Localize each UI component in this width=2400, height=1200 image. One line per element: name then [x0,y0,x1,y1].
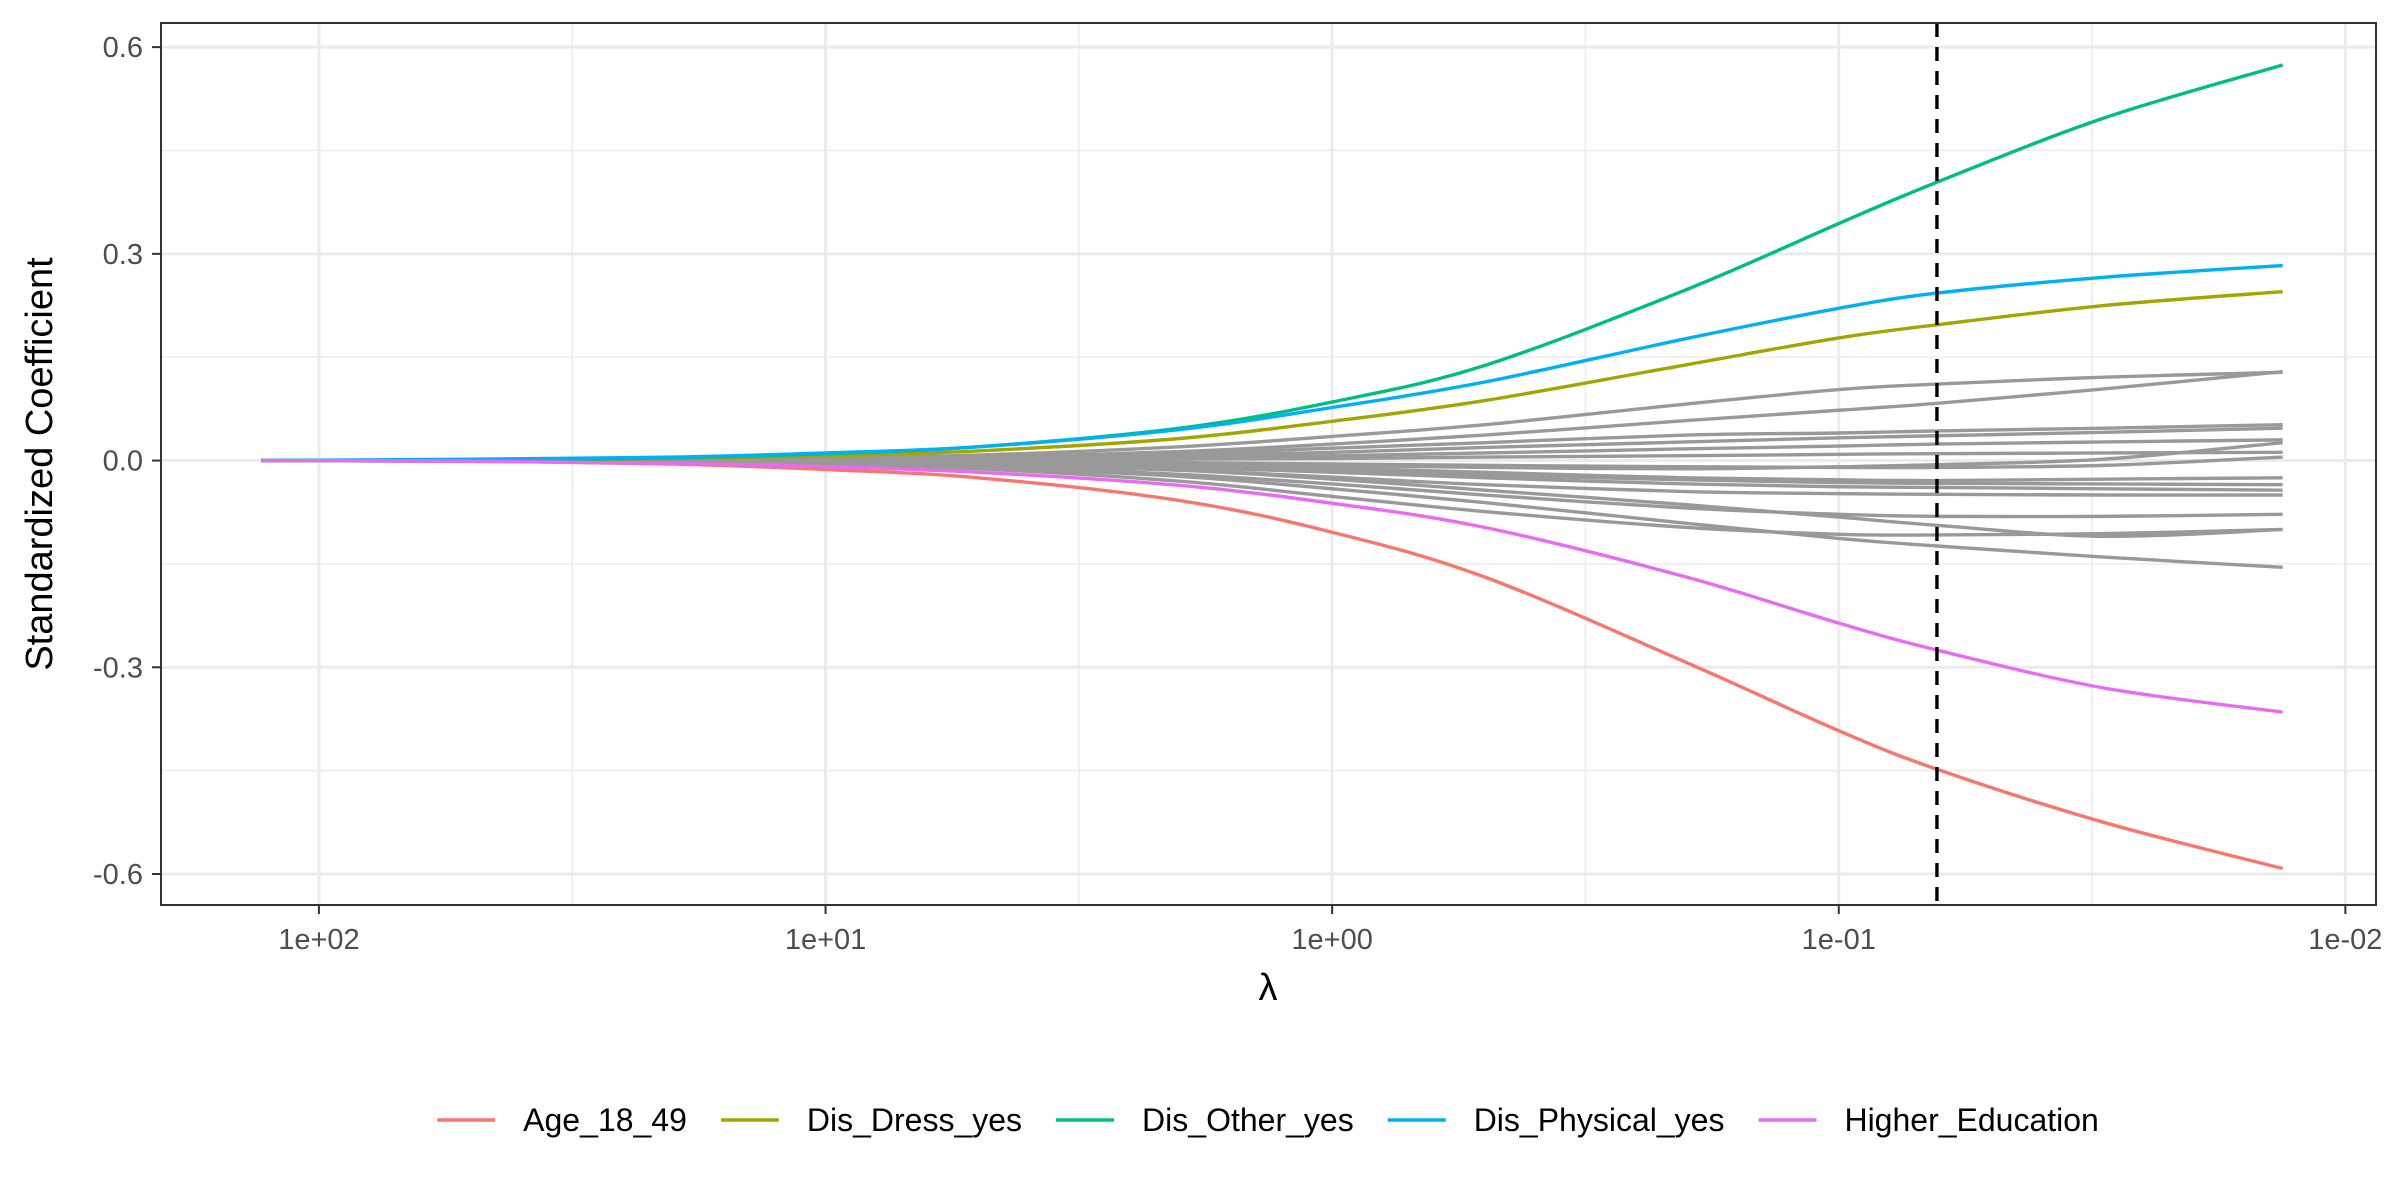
legend: Age_18_49 Dis_Dress_yes Dis_Other_yes Dis_P… [437,1102,2099,1138]
y-axis-title: Standardized Coefficient [19,257,61,671]
x-tick-label: 1e+01 [785,924,866,956]
y-axis-ticks: 0.6 0.3 0.0 -0.3 -0.6 [93,32,161,891]
y-tick-label: -0.6 [93,859,143,891]
x-tick-label: 1e-01 [1802,924,1876,956]
legend-label-age-18-49: Age_18_49 [523,1102,687,1138]
x-axis-title: λ [1259,967,1278,1009]
x-tick-label: 1e+02 [278,924,359,956]
legend-label-dis-dress-yes: Dis_Dress_yes [807,1102,1022,1138]
x-tick-label: 1e-02 [2308,924,2382,956]
x-axis-ticks: 1e+02 1e+01 1e+00 1e-01 1e-02 [278,905,2382,956]
legend-label-dis-other-yes: Dis_Other_yes [1142,1102,1354,1138]
x-tick-label: 1e+00 [1291,924,1372,956]
y-tick-label: -0.3 [93,652,143,684]
legend-label-higher-education: Higher_Education [1844,1102,2098,1138]
plot-panel-border [160,22,2377,906]
y-tick-label: 0.0 [103,446,143,478]
legend-label-dis-physical-yes: Dis_Physical_yes [1474,1102,1725,1138]
y-tick-label: 0.6 [103,32,143,64]
y-tick-label: 0.3 [103,239,143,271]
